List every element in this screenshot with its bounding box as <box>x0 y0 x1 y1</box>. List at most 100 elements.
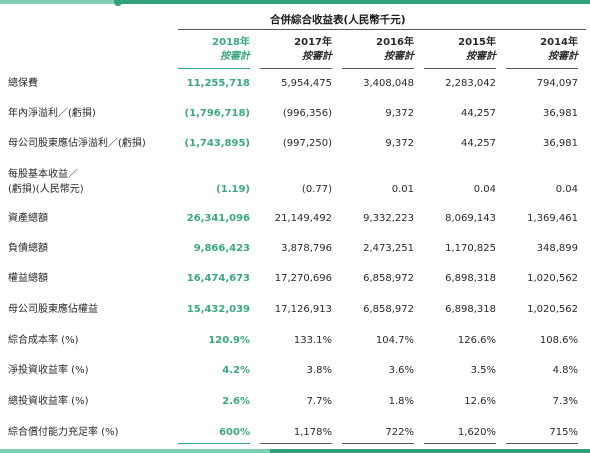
table-cell: 1,178% <box>293 427 332 438</box>
table-cell: 9,372 <box>385 138 414 149</box>
table-cell: 44,257 <box>461 138 496 149</box>
column-subtitle: 按審計 <box>384 51 414 62</box>
table-cell: (1,796,718) <box>184 108 250 119</box>
table-cell: 133.1% <box>293 335 332 346</box>
column-header-2015: 2015年 按審計 <box>424 36 496 64</box>
table-cell: 600% <box>219 427 250 438</box>
table-cell: 9,866,423 <box>193 243 250 254</box>
table-cell: 794,097 <box>536 78 578 89</box>
row-label: 權益總額 <box>8 273 48 284</box>
table-cell: 26,341,096 <box>186 213 250 224</box>
table-cell: 6,858,972 <box>363 304 414 315</box>
column-year: 2017年 <box>294 37 332 48</box>
column-header-2018: 2018年 按審計 <box>178 36 250 64</box>
row-label: 每股基本收益／ <box>8 169 78 180</box>
table-cell: 108.6% <box>539 335 578 346</box>
table-cell: 17,270,696 <box>274 273 332 284</box>
row-label: 綜合償付能力充足率 (%) <box>8 427 119 438</box>
table-cell: 3,408,048 <box>363 78 414 89</box>
table-cell: 2,283,042 <box>445 78 496 89</box>
table-cell: 1.8% <box>388 396 414 407</box>
header-rule-2017 <box>260 68 332 69</box>
table-cell: 36,981 <box>543 138 578 149</box>
table-cell: 44,257 <box>461 108 496 119</box>
table-cell: 120.9% <box>208 335 250 346</box>
table-cell: 9,332,223 <box>363 213 414 224</box>
table-cell: 1,170,825 <box>445 243 496 254</box>
table-cell: 2,473,251 <box>363 243 414 254</box>
column-header-2017: 2017年 按審計 <box>260 36 332 64</box>
column-subtitle: 按審計 <box>548 51 578 62</box>
table-cell: (1,743,895) <box>184 138 250 149</box>
column-year: 2016年 <box>376 37 414 48</box>
table-title: 合併綜合收益表(人民幣千元) <box>270 14 406 26</box>
top-bar-dark-segment <box>118 0 590 4</box>
table-cell: 104.7% <box>375 335 414 346</box>
footer-rule-2016 <box>342 443 414 444</box>
row-label: 淨投資收益率 (%) <box>8 365 89 376</box>
top-bar-dot <box>114 0 122 6</box>
row-label: 總投資收益率 (%) <box>8 396 89 407</box>
footer-rule-2017 <box>260 443 332 444</box>
footer-rule-2015 <box>424 443 496 444</box>
table-cell: 12.6% <box>464 396 496 407</box>
table-cell: 0.04 <box>555 184 578 195</box>
row-label: 母公司股東應佔權益 <box>8 304 98 315</box>
table-cell: 3,878,796 <box>281 243 332 254</box>
title-rule <box>178 29 586 30</box>
table-cell: 0.04 <box>473 184 496 195</box>
column-year: 2014年 <box>540 37 578 48</box>
table-cell: 126.6% <box>457 335 496 346</box>
table-cell: 3.6% <box>388 365 414 376</box>
bottom-decorative-bar <box>0 449 590 453</box>
column-subtitle: 按審計 <box>302 51 332 62</box>
row-label: 總保費 <box>8 78 38 89</box>
top-decorative-bar <box>0 0 590 6</box>
row-label: 綜合成本率 (%) <box>8 335 79 346</box>
table-cell: 0.01 <box>391 184 414 195</box>
column-subtitle: 按審計 <box>220 51 250 62</box>
table-cell: 1,020,562 <box>527 304 578 315</box>
table-cell: 1,620% <box>457 427 496 438</box>
table-cell: 7.3% <box>552 396 578 407</box>
column-header-2016: 2016年 按審計 <box>342 36 414 64</box>
table-cell: (997,250) <box>282 138 332 149</box>
top-bar-light-segment <box>0 0 118 4</box>
bottom-bar-dark-segment <box>270 449 590 453</box>
table-cell: 6,898,318 <box>445 304 496 315</box>
table-cell: 3.5% <box>470 365 496 376</box>
table-cell: 1,020,562 <box>527 273 578 284</box>
column-year: 2015年 <box>458 37 496 48</box>
table-cell: (996,356) <box>282 108 332 119</box>
column-header-2014: 2014年 按審計 <box>506 36 578 64</box>
table-cell: 15,432,039 <box>186 304 250 315</box>
bottom-bar-light-segment <box>0 449 270 453</box>
header-rule-2014 <box>506 68 578 69</box>
table-cell: 21,149,492 <box>274 213 332 224</box>
table-cell: 36,981 <box>543 108 578 119</box>
table-cell: 8,069,143 <box>445 213 496 224</box>
table-cell: 1,369,461 <box>527 213 578 224</box>
footer-rule-2018 <box>178 443 250 444</box>
table-cell: 7.7% <box>306 396 332 407</box>
table-cell: 4.2% <box>222 365 250 376</box>
column-year: 2018年 <box>212 37 250 48</box>
table-cell: 4.8% <box>552 365 578 376</box>
header-rule-2015 <box>424 68 496 69</box>
row-label: 資產總額 <box>8 213 48 224</box>
table-cell: 348,899 <box>536 243 578 254</box>
row-label: 年內淨溢利／(虧損) <box>8 108 96 119</box>
row-label: (虧損)(人民幣元) <box>8 184 84 195</box>
header-rule-2018 <box>178 68 250 69</box>
table-cell: 11,255,718 <box>186 78 250 89</box>
row-label: 負債總額 <box>8 243 48 254</box>
table-cell: 3.8% <box>306 365 332 376</box>
table-cell: (1.19) <box>216 184 250 195</box>
header-rule-2016 <box>342 68 414 69</box>
column-subtitle: 按審計 <box>466 51 496 62</box>
table-cell: 6,858,972 <box>363 273 414 284</box>
row-label: 母公司股東應佔淨溢利／(虧損) <box>8 138 146 149</box>
table-cell: 5,954,475 <box>281 78 332 89</box>
table-cell: 17,126,913 <box>274 304 332 315</box>
table-cell: (0.77) <box>301 184 332 195</box>
